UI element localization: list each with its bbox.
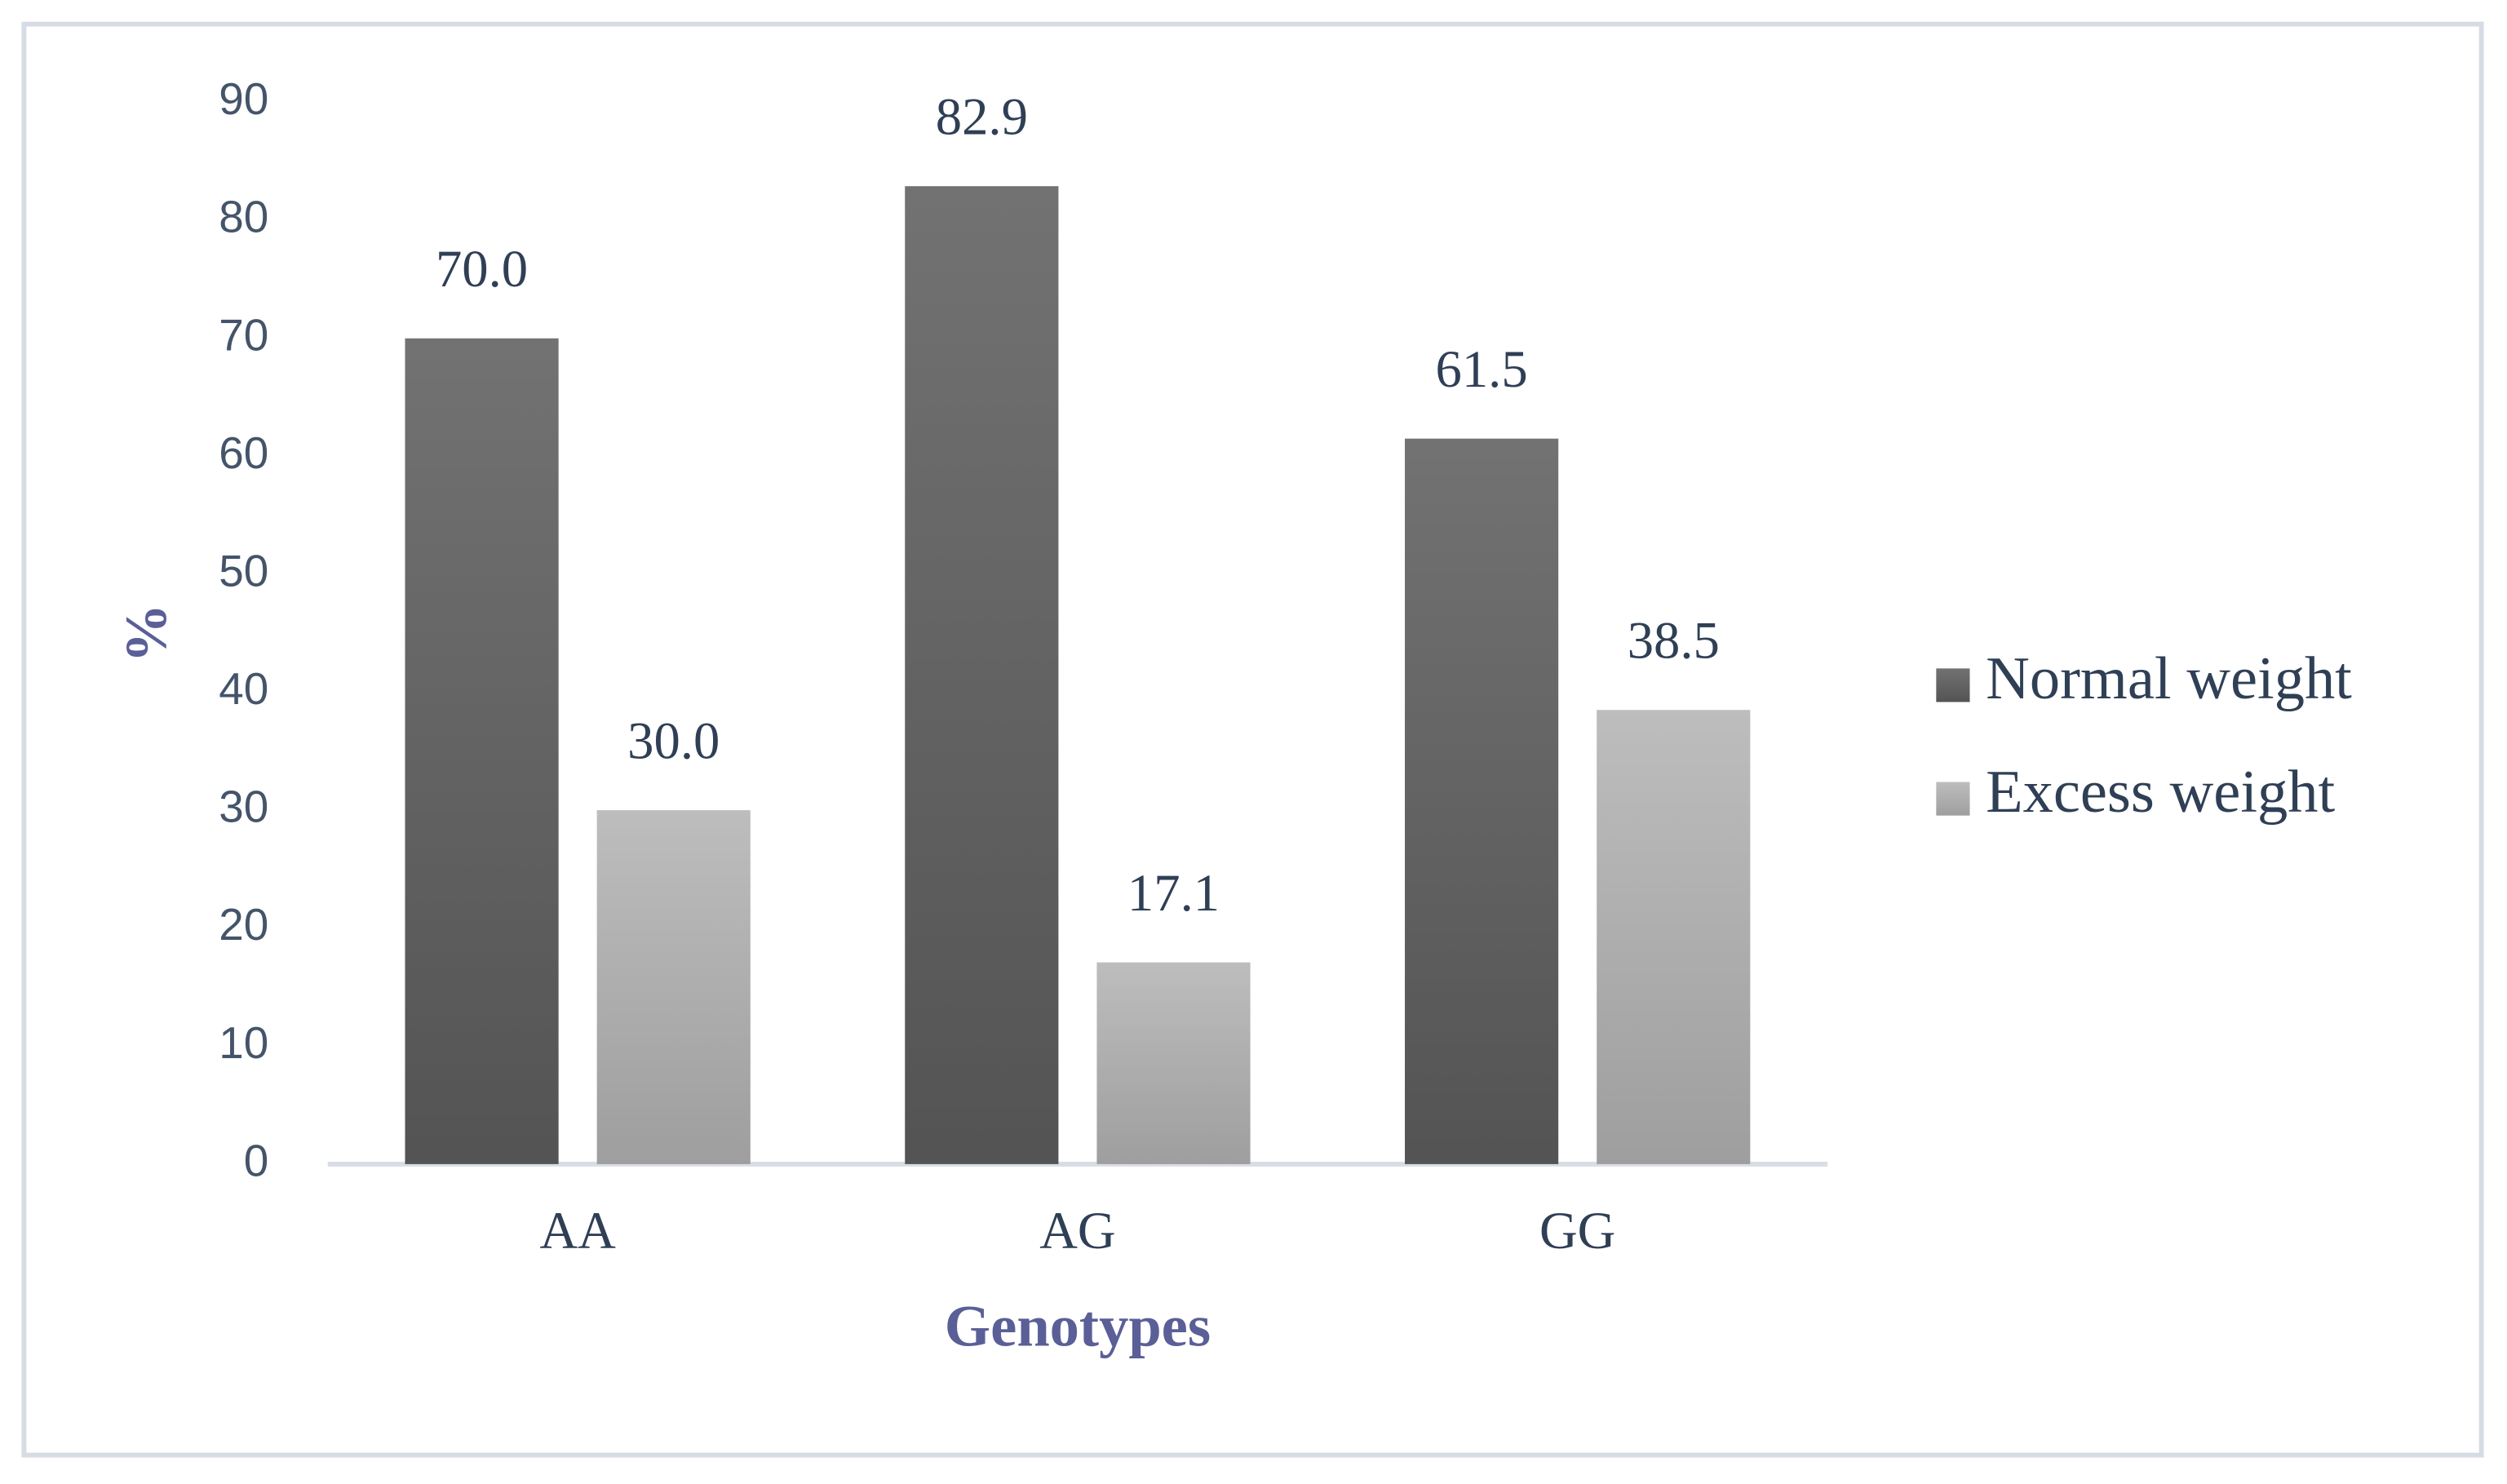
value-label: 61.5 [1436,339,1528,398]
y-tick-label: 50 [219,545,268,596]
y-tick-label: 0 [244,1135,269,1185]
bar-shade [1096,962,1251,1164]
x-tick-label: AG [1039,1201,1115,1260]
bar-shade [405,338,559,1164]
value-label: 82.9 [936,87,1028,146]
y-tick-label: 30 [219,782,268,832]
x-axis-title: Genotypes [945,1292,1211,1358]
bar-shade [1405,438,1559,1164]
x-tick-label: GG [1539,1201,1615,1260]
bar-shade [596,810,751,1164]
y-tick-label: 40 [219,663,268,714]
bar-shade [1597,710,1751,1164]
legend-swatch-shade [1936,782,1970,816]
y-axis-title: % [113,604,179,663]
y-tick-label: 70 [219,309,268,360]
y-tick-label: 20 [219,899,268,950]
y-tick-label: 60 [219,427,268,478]
frame [21,21,2484,1458]
x-tick-label: AA [539,1201,616,1260]
value-label: 17.1 [1127,863,1220,922]
legend-swatch-shade [1936,668,1970,702]
y-tick-label: 10 [219,1017,268,1068]
y-tick-label: 80 [219,192,268,242]
value-label: 38.5 [1628,611,1720,670]
bar-shade [905,186,1059,1164]
legend-label: Excess weight [1986,759,2335,826]
value-label: 70.0 [436,239,528,298]
value-label: 30.0 [627,711,720,770]
legend-label: Normal weight [1986,645,2352,712]
y-tick-label: 90 [219,73,268,124]
